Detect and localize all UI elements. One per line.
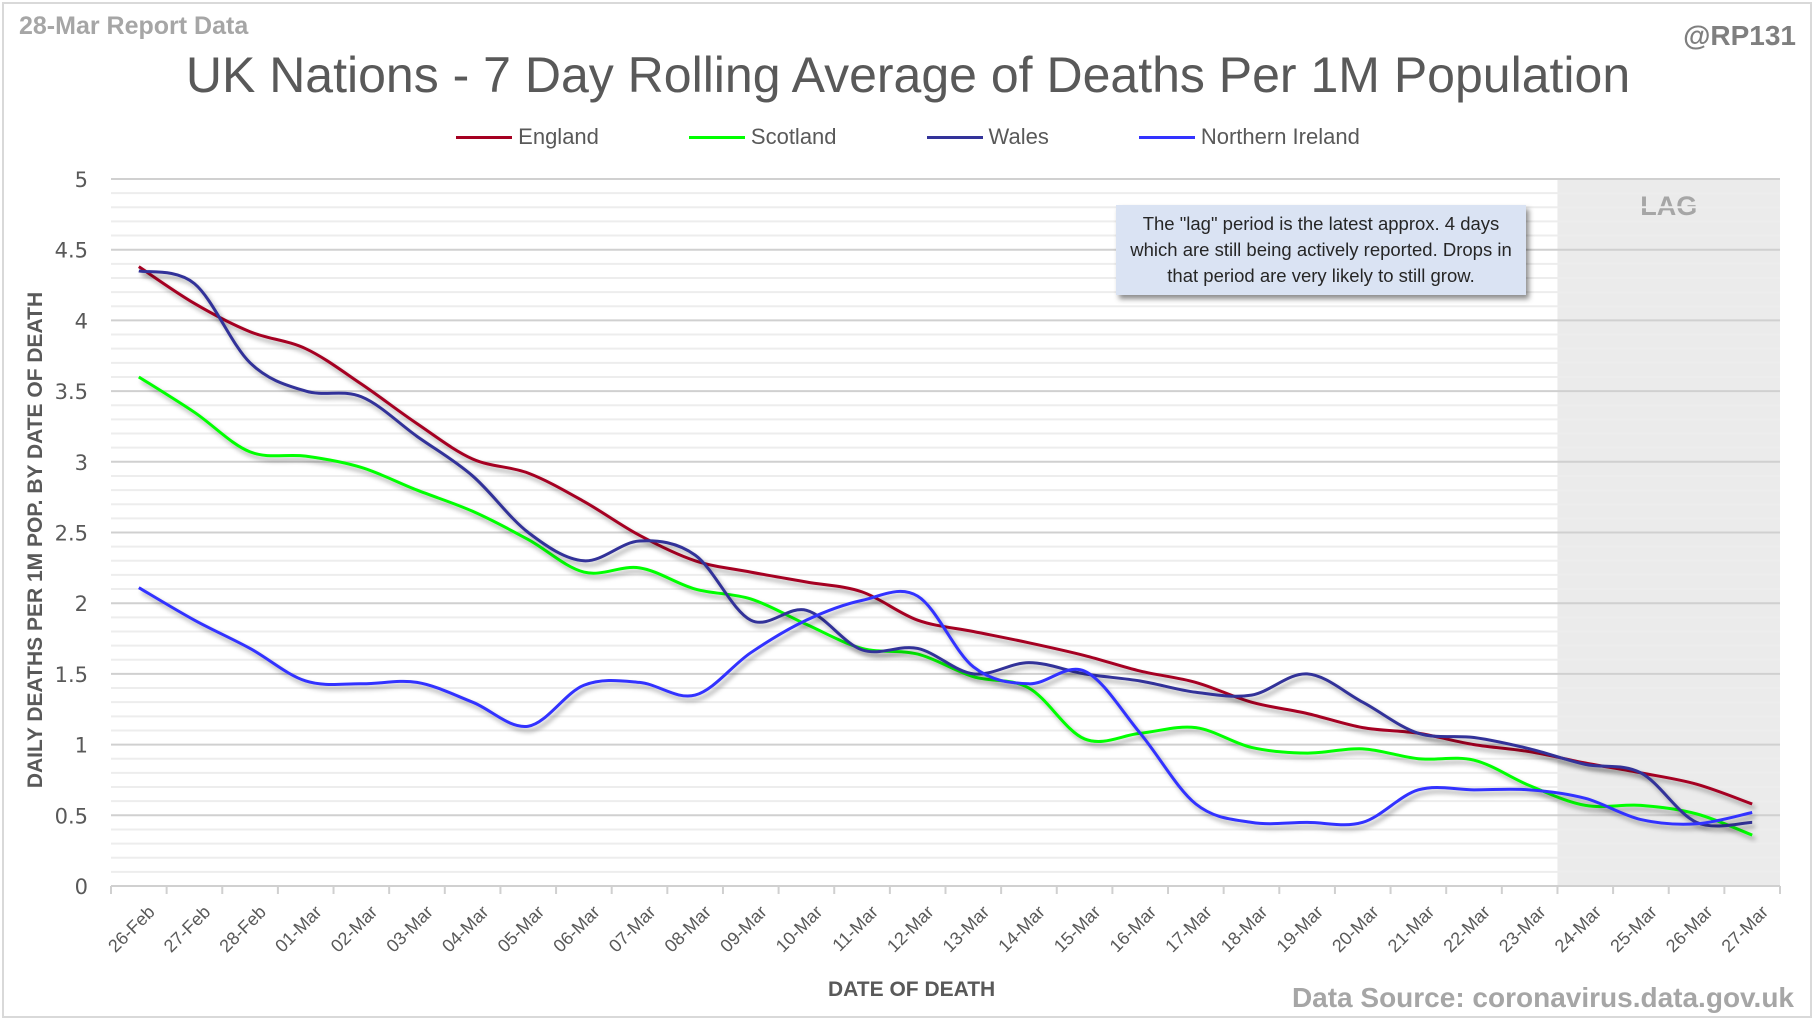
x-tick-label: 25-Mar bbox=[1606, 902, 1660, 956]
x-tick-label: 04-Mar bbox=[438, 902, 492, 956]
series-line-wales bbox=[138, 269, 1753, 828]
chart-title: UK Nations - 7 Day Rolling Average of De… bbox=[185, 47, 1631, 103]
legend-item-wales[interactable]: Wales bbox=[926, 124, 1049, 150]
report-date-label: 28-Mar Report Data bbox=[19, 12, 249, 40]
data-source: Data Source: coronavirus.data.gov.uk bbox=[1291, 982, 1794, 1013]
y-tick-label: 3 bbox=[75, 451, 88, 475]
x-tick-label: 18-Mar bbox=[1217, 902, 1271, 956]
x-tick-label: 03-Mar bbox=[382, 902, 436, 956]
x-tick-label: 02-Mar bbox=[327, 902, 381, 956]
legend-swatch-scotland bbox=[688, 135, 745, 139]
x-tick-label: 22-Mar bbox=[1439, 902, 1493, 956]
legend-swatch-england bbox=[456, 135, 513, 139]
legend-item-northern-ireland[interactable]: Northern Ireland bbox=[1138, 124, 1360, 150]
x-tick-label: 07-Mar bbox=[605, 902, 659, 956]
x-tick-label: 20-Mar bbox=[1328, 902, 1382, 956]
lag-label: LAG bbox=[1640, 191, 1697, 221]
x-tick-label: 14-Mar bbox=[994, 902, 1048, 956]
x-tick-label: 26-Mar bbox=[1662, 902, 1716, 956]
x-tick-label: 08-Mar bbox=[661, 902, 715, 956]
series-line-northern-ireland bbox=[138, 586, 1753, 827]
series-line-scotland bbox=[138, 375, 1753, 837]
y-tick-label: 5 bbox=[75, 168, 88, 192]
legend-label: Northern Ireland bbox=[1200, 124, 1360, 149]
y-tick-label: 3.5 bbox=[55, 380, 88, 404]
x-tick-label: 15-Mar bbox=[1050, 902, 1104, 956]
y-tick-label: 2.5 bbox=[55, 522, 88, 546]
x-tick-label: 21-Mar bbox=[1384, 902, 1438, 956]
x-tick-label: 12-Mar bbox=[883, 902, 937, 956]
y-tick-label: 4 bbox=[75, 309, 88, 333]
legend: England Scotland Wales Northern Ireland bbox=[0, 124, 1816, 150]
x-tick-label: 10-Mar bbox=[772, 902, 826, 956]
x-tick-label: 23-Mar bbox=[1495, 902, 1549, 956]
legend-swatch-northern-ireland bbox=[1138, 135, 1195, 139]
x-tick-label: 05-Mar bbox=[494, 902, 548, 956]
y-tick-label: 1 bbox=[75, 734, 88, 758]
y-tick-label: 0 bbox=[75, 875, 88, 899]
x-tick-label: 19-Mar bbox=[1273, 902, 1327, 956]
legend-item-scotland[interactable]: Scotland bbox=[688, 124, 837, 150]
x-tick-label: 06-Mar bbox=[549, 902, 603, 956]
x-axis-title: DATE OF DEATH bbox=[828, 978, 996, 1001]
legend-label: Scotland bbox=[750, 124, 837, 149]
legend-label: Wales bbox=[988, 124, 1049, 149]
legend-item-england[interactable]: England bbox=[456, 124, 599, 150]
x-tick-label: 24-Mar bbox=[1551, 902, 1605, 956]
x-tick-label: 09-Mar bbox=[716, 902, 770, 956]
legend-label: England bbox=[518, 124, 599, 149]
lag-annotation: The "lag" period is the latest approx. 4… bbox=[1116, 205, 1526, 295]
x-tick-label: 28-Feb bbox=[215, 902, 269, 956]
y-tick-label: 2 bbox=[75, 592, 88, 616]
x-tick-label: 26-Feb bbox=[104, 902, 158, 956]
author-handle: @RP131 bbox=[1683, 20, 1796, 51]
x-tick-label: 27-Mar bbox=[1718, 902, 1772, 956]
legend-swatch-wales bbox=[926, 135, 983, 139]
x-tick-label: 13-Mar bbox=[939, 902, 993, 956]
x-tick-label: 11-Mar bbox=[828, 902, 882, 956]
x-tick-label: 16-Mar bbox=[1106, 902, 1160, 956]
y-tick-label: 1.5 bbox=[55, 663, 88, 687]
x-tick-label: 01-Mar bbox=[271, 902, 325, 956]
y-tick-label: 4.5 bbox=[55, 239, 88, 263]
y-axis-title: DAILY DEATHS PER 1M POP. BY DATE OF DEAT… bbox=[24, 291, 47, 789]
x-tick-label: 27-Feb bbox=[160, 902, 214, 956]
series-line-england bbox=[137, 265, 1753, 806]
x-tick-label: 17-Mar bbox=[1161, 902, 1215, 956]
y-tick-label: 0.5 bbox=[55, 804, 88, 828]
